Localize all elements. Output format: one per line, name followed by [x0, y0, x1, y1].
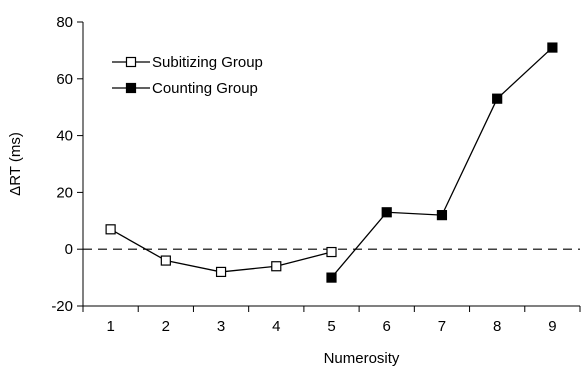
- x-tick-label: 9: [548, 318, 556, 335]
- data-point: [105, 224, 116, 235]
- y-tick-label: -20: [51, 298, 73, 315]
- data-point: [160, 255, 171, 266]
- series-subitizing: [105, 224, 337, 278]
- y-tick-label: 20: [56, 184, 73, 201]
- y-tick-label: 60: [56, 71, 73, 88]
- legend-marker: [125, 56, 137, 68]
- y-tick-label: 40: [56, 128, 73, 145]
- x-axis-title: Numerosity: [324, 350, 400, 367]
- chart-axes: [82, 22, 580, 307]
- data-point: [326, 272, 337, 283]
- data-point: [547, 42, 558, 53]
- series-line: [110, 228, 332, 273]
- x-tick-label: 2: [162, 318, 170, 335]
- series-counting: [326, 42, 558, 283]
- x-tick-label: 5: [327, 318, 335, 335]
- data-point: [326, 246, 337, 258]
- legend-item: Counting Group: [112, 80, 258, 97]
- legend-label: Counting Group: [152, 80, 258, 97]
- series-line: [331, 47, 553, 279]
- legend-item: Subitizing Group: [112, 54, 263, 71]
- legend-marker: [125, 82, 137, 94]
- data-point: [271, 261, 282, 272]
- y-tick-label: 80: [56, 14, 73, 31]
- x-axis-ticks: 1 2 3 4 5 6 7 8 9: [82, 306, 581, 335]
- legend-label: Subitizing Group: [152, 54, 263, 71]
- data-point: [381, 207, 392, 218]
- series-layer: [105, 42, 558, 283]
- data-point: [215, 266, 227, 278]
- x-tick-label: 3: [217, 318, 225, 335]
- x-tick-label: 6: [383, 318, 391, 335]
- x-tick-label: 1: [106, 318, 114, 335]
- x-tick-label: 8: [493, 318, 501, 335]
- x-tick-label: 4: [272, 318, 280, 335]
- data-point: [492, 93, 503, 104]
- x-tick-label: 7: [438, 318, 446, 335]
- legend: Subitizing Group Counting Group: [112, 54, 263, 97]
- y-tick-label: 0: [65, 241, 73, 258]
- y-axis-title: ΔRT (ms): [7, 132, 24, 196]
- y-axis-ticks: 80 60 40 20 0 -20: [51, 14, 83, 315]
- data-point: [436, 210, 448, 221]
